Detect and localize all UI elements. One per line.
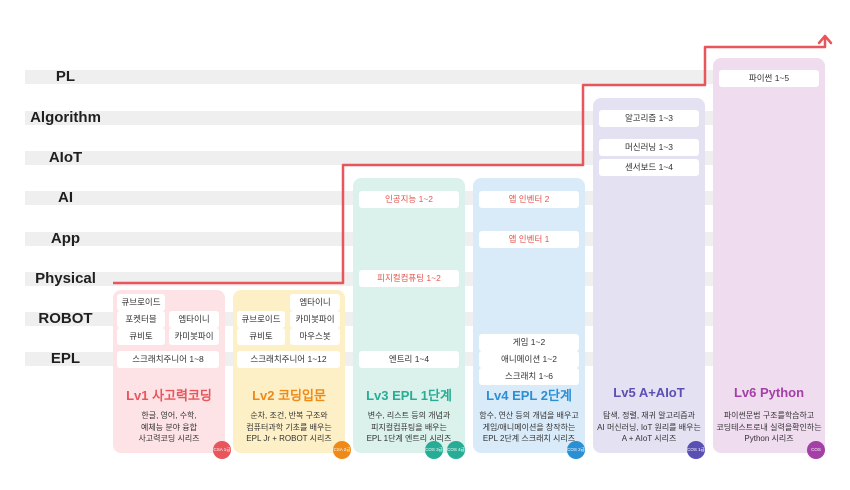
row-label-ai: AI bbox=[58, 189, 73, 206]
row-label-app: App bbox=[50, 230, 81, 247]
level-5-column bbox=[593, 98, 705, 453]
chip-game-1-2: 게임 1~2 bbox=[479, 334, 579, 351]
level-5-description: 탐색, 정렬, 재귀 알고리즘과 AI 머신러닝, IoT 원리를 배우는 A + … bbox=[597, 411, 701, 443]
row-label-physical: Physical bbox=[35, 270, 96, 287]
level-3-description: 변수, 리스트 등의 개념과 피지컬컴퓨팅을 배우는 EPL 1단계 엔트리 시리즈 bbox=[366, 411, 452, 443]
level-3-cert-badge-a: COS 3급 bbox=[425, 441, 443, 459]
chip-machine-learning-1-3: 머신러닝 1~3 bbox=[599, 139, 699, 156]
chip-entry-1-4: 엔트리 1~4 bbox=[359, 351, 459, 368]
chip-cubeto: 큐비토 bbox=[117, 328, 165, 345]
row-label-pl: PL bbox=[55, 68, 76, 85]
chip-ai-1-2: 인공지능 1~2 bbox=[359, 191, 459, 208]
chip-sensorboard-1-4: 센서보드 1~4 bbox=[599, 159, 699, 176]
level-5-cert-badge: COS 1급 bbox=[687, 441, 705, 459]
level-3-cert-badge-b: COS 4급 bbox=[447, 441, 465, 459]
level-4-cert-badge: COS 2급 bbox=[567, 441, 585, 459]
chip-cubroid: 큐브로이드 bbox=[237, 311, 285, 328]
level-4-column bbox=[473, 178, 585, 453]
chip-physical-computing-1-2: 피지컬컴퓨팅 1~2 bbox=[359, 270, 459, 287]
chip-cubeto: 큐비토 bbox=[237, 328, 285, 345]
level-1-description: 한글, 영어, 수학, 예체능 분야 융합 사고력코딩 시리즈 bbox=[138, 411, 200, 443]
chip-kamibot-pi: 카미봇파이 bbox=[169, 328, 219, 345]
chip-animation-1-2: 애니메이션 1~2 bbox=[479, 351, 579, 368]
level-6-column bbox=[713, 58, 825, 453]
chip-scratchjr-1-12: 스크래치주니어 1~12 bbox=[237, 351, 340, 368]
chip-app-inventor-2: 앱 인벤터 2 bbox=[479, 191, 579, 208]
level-3-column bbox=[353, 178, 465, 453]
level-6-description: 파이썬문법 구조를학습하고 코딩테스트로내 실력을확인하는 Python 시리즈 bbox=[716, 411, 822, 443]
chip-scratch-1-6: 스크래치 1~6 bbox=[479, 368, 579, 385]
level-6-cert-badge: COS PRO 1급 bbox=[807, 441, 825, 459]
level-2-description: 순차, 조건, 반복 구조와 컴퓨터과학 기초를 배우는 EPL Jr + ROBO… bbox=[246, 411, 332, 443]
chip-app-inventor-1: 앱 인벤터 1 bbox=[479, 231, 579, 248]
level-1-cert-badge: CSA 1급 bbox=[213, 441, 231, 459]
chip-scratchjr-1-8: 스크래치주니어 1~8 bbox=[117, 351, 219, 368]
chip-python-1-5: 파이썬 1~5 bbox=[719, 70, 819, 87]
chip-cubroid: 큐브로이드 bbox=[117, 294, 165, 311]
level-5-title: Lv5 A+AIoT bbox=[613, 385, 685, 400]
level-3-title: Lv3 EPL 1단계 bbox=[366, 388, 452, 403]
level-4-description: 함수, 연산 등의 개념을 배우고 게임/애니메이션을 창작하는 EPL 2단계 스… bbox=[479, 411, 579, 443]
row-label-aiot: AIoT bbox=[48, 149, 83, 166]
row-label-robot: ROBOT bbox=[38, 310, 93, 327]
chip-kamibot-pi: 카미봇파이 bbox=[290, 311, 340, 328]
level-2-cert-badge: CSA 2급 bbox=[333, 441, 351, 459]
chip-mousebot: 마우스봇 bbox=[290, 328, 340, 345]
row-label-epl: EPL bbox=[50, 350, 81, 367]
progression-line bbox=[113, 37, 827, 285]
chip-pockettable: 포켓터블 bbox=[117, 311, 165, 328]
level-6-title: Lv6 Python bbox=[733, 385, 805, 400]
progression-arrowhead bbox=[817, 34, 833, 45]
chip-mtiny: 엠타이니 bbox=[169, 311, 219, 328]
level-1-title: Lv1 사고력코딩 bbox=[126, 388, 212, 403]
chip-algorithm-1-3: 알고리즘 1~3 bbox=[599, 110, 699, 127]
chip-mtiny: 엠타이니 bbox=[290, 294, 340, 311]
row-label-algorithm: Algorithm bbox=[30, 109, 101, 126]
level-2-title: Lv2 코딩입문 bbox=[252, 388, 326, 403]
level-4-title: Lv4 EPL 2단계 bbox=[486, 388, 572, 403]
